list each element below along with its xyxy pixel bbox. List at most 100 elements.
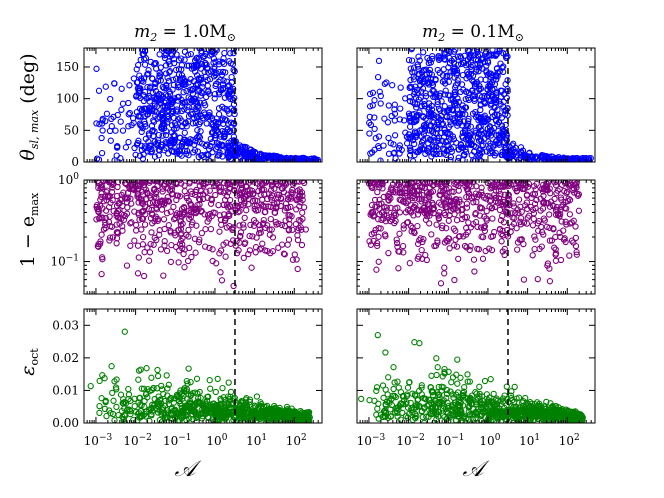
data-point (128, 219, 135, 226)
data-point (174, 409, 181, 416)
data-point (199, 413, 206, 420)
data-point (546, 237, 554, 244)
data-point (518, 236, 525, 243)
data-point (568, 219, 575, 226)
data-point (435, 214, 442, 222)
data-point (308, 155, 316, 162)
data-point (226, 203, 233, 210)
data-point (252, 249, 259, 256)
column-title-right: m2 = 0.1M⊙ (422, 22, 524, 44)
data-point (491, 111, 498, 119)
data-point (454, 356, 461, 363)
data-point (395, 265, 402, 272)
data-point (501, 251, 508, 259)
data-point (402, 129, 409, 136)
data-point (161, 180, 168, 187)
data-point (165, 198, 173, 205)
data-point (160, 272, 167, 279)
data-point (436, 150, 443, 158)
data-point (377, 157, 384, 162)
data-point (212, 146, 220, 153)
data-point (509, 214, 516, 221)
data-point (500, 219, 508, 226)
data-point (250, 190, 257, 197)
data-point (133, 93, 140, 100)
x-tick-label: 10−2 (123, 433, 152, 448)
data-point (497, 199, 504, 206)
data-point (181, 188, 188, 195)
data-point (446, 60, 454, 67)
data-point (172, 243, 180, 251)
data-point (367, 211, 374, 218)
data-point (154, 142, 161, 149)
data-point (153, 385, 161, 392)
data-point (539, 205, 547, 212)
data-point (156, 51, 163, 58)
data-point (473, 80, 480, 87)
data-point (103, 110, 111, 117)
data-point (405, 56, 413, 64)
data-point (227, 388, 235, 396)
data-point (466, 54, 473, 61)
data-point (481, 92, 488, 100)
data-point (158, 206, 166, 213)
data-point (411, 229, 418, 237)
data-point (438, 129, 445, 137)
data-point (485, 92, 492, 99)
data-point (152, 112, 159, 119)
data-point (482, 247, 489, 255)
data-point (452, 236, 459, 243)
data-point (192, 119, 200, 127)
data-point (388, 112, 395, 120)
data-point (202, 243, 209, 250)
data-point (216, 228, 223, 235)
data-point (550, 225, 557, 232)
data-point (225, 189, 232, 196)
data-point (187, 378, 194, 386)
data-point (370, 229, 378, 237)
data-point (167, 258, 175, 266)
data-point (554, 206, 561, 214)
data-point (185, 152, 192, 159)
data-point (385, 196, 392, 203)
data-point (403, 184, 410, 191)
data-point (128, 185, 135, 193)
data-point (573, 251, 580, 258)
data-point (375, 181, 382, 188)
data-point (471, 268, 478, 275)
data-point (97, 183, 105, 191)
data-point (274, 200, 281, 207)
data-point (212, 80, 220, 88)
data-point (193, 113, 201, 121)
data-point (461, 52, 468, 59)
data-point (302, 155, 309, 162)
data-point (460, 233, 467, 240)
data-point (195, 102, 202, 110)
data-point (96, 409, 103, 417)
data-point (225, 411, 233, 418)
data-point (185, 365, 192, 372)
data-point (403, 140, 411, 147)
data-point (419, 255, 426, 262)
data-point (426, 70, 433, 77)
data-point (503, 54, 510, 62)
data-point (186, 180, 193, 187)
data-point (208, 195, 215, 203)
data-point (422, 251, 429, 259)
data-point (169, 411, 176, 419)
data-point (181, 182, 188, 189)
data-point (216, 415, 224, 423)
data-point (474, 152, 481, 159)
data-point (406, 94, 413, 101)
data-point (262, 208, 269, 216)
data-point (226, 58, 233, 65)
data-point (269, 248, 277, 255)
data-point (181, 264, 188, 271)
data-point (513, 188, 520, 195)
data-point (411, 140, 418, 148)
data-point (191, 180, 199, 184)
data-point (135, 376, 142, 383)
data-point (442, 204, 449, 211)
data-point (223, 202, 231, 209)
